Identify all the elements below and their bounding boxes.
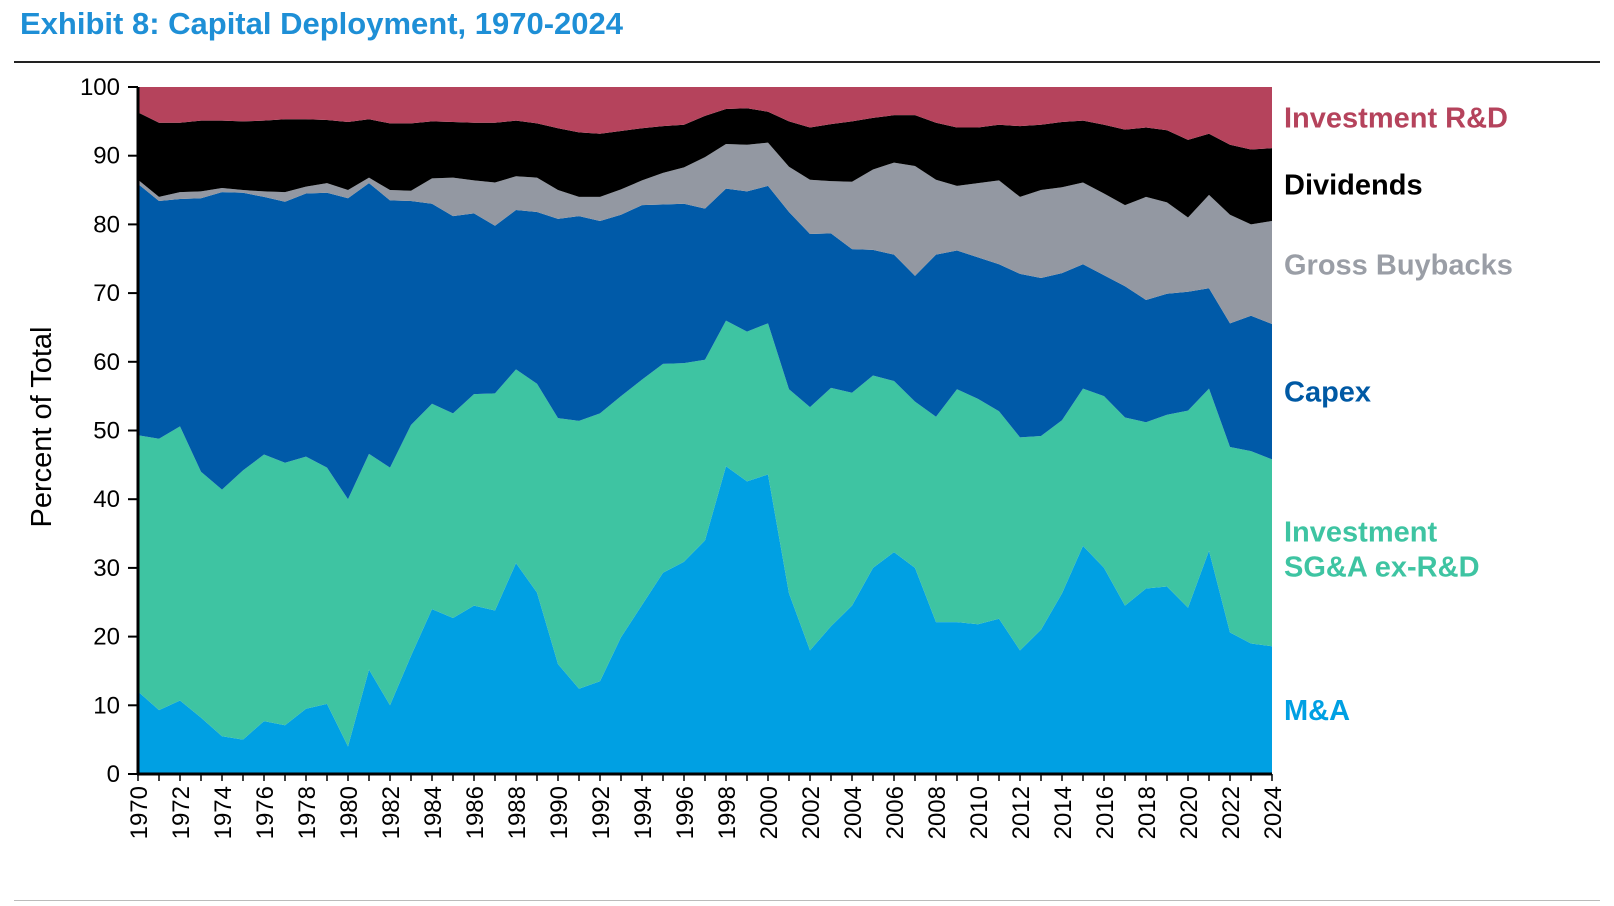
x-tick-label: 2002: [798, 786, 825, 839]
x-axis-ticks: 1970 1972 1974 1976 1978 1980 1982 1984 1986 1988…: [126, 774, 1287, 839]
y-tick-label: 70: [93, 280, 120, 307]
area-investment-sganda-ex-randd: [138, 320, 1272, 747]
x-tick-label: 1974: [210, 786, 237, 839]
area-investment-randd: [138, 87, 1272, 150]
x-tick-label: 2004: [840, 786, 867, 839]
area-manda: [138, 466, 1272, 774]
x-tick-label: 1998: [714, 786, 741, 839]
series-label-manda: M&A: [1284, 695, 1350, 727]
y-tick-label: 10: [93, 692, 120, 719]
x-tick-label: 1972: [168, 786, 195, 839]
bottom-divider: [14, 900, 1600, 901]
x-tick-label: 1984: [420, 786, 447, 839]
y-tick-label: 30: [93, 555, 120, 582]
series-label-capex: Capex: [1284, 377, 1371, 409]
series-label-investment-sganda-ex-randd: Investment SG&A ex-R&D: [1284, 516, 1480, 583]
x-tick-label: 1980: [336, 786, 363, 839]
x-tick-label: 1992: [588, 786, 615, 839]
x-tick-label: 1982: [378, 786, 405, 839]
x-tick-label: 2008: [924, 786, 951, 839]
series-label-investment-randd: Investment R&D: [1284, 103, 1508, 135]
x-tick-label: 1988: [504, 786, 531, 839]
x-tick-label: 2018: [1134, 786, 1161, 839]
x-tick-label: 2014: [1050, 786, 1077, 839]
y-tick-label: 100: [80, 74, 120, 101]
y-tick-label: 90: [93, 143, 120, 170]
series-label-dividends: Dividends: [1284, 170, 1423, 202]
chart-title: Exhibit 8: Capital Deployment, 1970-2024: [20, 6, 623, 41]
x-tick-label: 1976: [252, 786, 279, 839]
x-tick-label: 2010: [966, 786, 993, 839]
x-tick-label: 1996: [672, 786, 699, 839]
x-tick-label: 1986: [462, 786, 489, 839]
x-tick-label: 1978: [294, 786, 321, 839]
x-tick-label: 2000: [756, 786, 783, 839]
x-tick-label: 2020: [1176, 786, 1203, 839]
x-tick-label: 2022: [1218, 786, 1245, 839]
x-tick-label: 1970: [126, 786, 153, 839]
x-tick-label: 2006: [882, 786, 909, 839]
x-tick-label: 2016: [1092, 786, 1119, 839]
x-tick-label: 2012: [1008, 786, 1035, 839]
y-tick-label: 50: [93, 418, 120, 445]
y-tick-label: 40: [93, 486, 120, 513]
y-tick-label: 0: [107, 761, 120, 788]
area-capex: [138, 183, 1272, 500]
series-label-gross-buybacks: Gross Buybacks: [1284, 249, 1513, 281]
area-gross-buybacks: [138, 142, 1272, 325]
y-axis-ticks: 0 10 20 30 40 50 60 70 80 90 100: [80, 74, 138, 788]
y-axis-title: Percent of Total: [26, 327, 58, 528]
x-tick-label: 1994: [630, 786, 657, 839]
title-divider: [14, 61, 1600, 63]
series-labels: M&A Investment SG&A ex-R&D Capex Gross Buyba…: [1284, 103, 1513, 728]
y-tick-label: 60: [93, 349, 120, 376]
y-tick-label: 80: [93, 211, 120, 238]
x-tick-label: 2024: [1260, 786, 1287, 839]
x-tick-label: 1990: [546, 786, 573, 839]
stacked-areas: [138, 87, 1272, 774]
y-tick-label: 20: [93, 624, 120, 651]
area-dividends: [138, 108, 1272, 225]
